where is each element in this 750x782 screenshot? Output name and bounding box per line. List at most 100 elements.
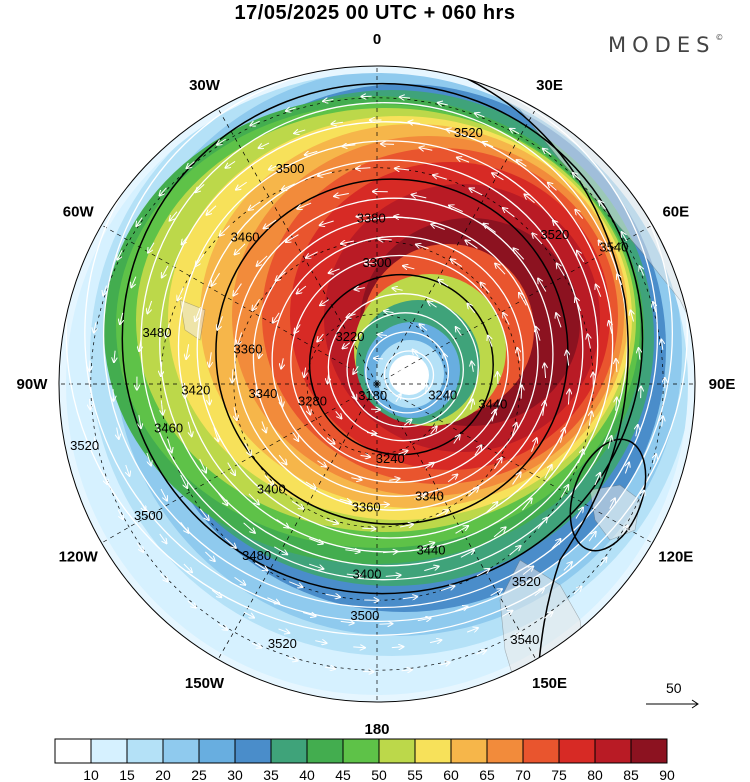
wind-arrow [395, 394, 401, 403]
wind-arrow [139, 500, 145, 511]
wind-arrow [199, 458, 206, 473]
wind-arrow [492, 410, 495, 422]
wind-arrow [187, 600, 196, 608]
wind-arrow [315, 641, 326, 643]
wind-arrow [596, 285, 602, 297]
contour-label: 3500 [276, 161, 305, 176]
wind-arrow [389, 478, 399, 480]
wind-arrow [276, 519, 289, 528]
wind-arrow [324, 667, 335, 669]
wind-arrow [209, 352, 211, 366]
wind-arrow [374, 358, 383, 359]
height-contour [234, 197, 554, 511]
wind-arrow [429, 640, 441, 643]
wind-arrow [264, 475, 274, 485]
wind-arrow [616, 398, 617, 411]
colorbar-box [594, 738, 632, 764]
wind-arrow [294, 130, 306, 133]
wind-arrow [474, 445, 481, 456]
wind-arrow [180, 522, 189, 532]
height-contour [365, 331, 450, 414]
wind-arrow [553, 221, 562, 231]
wind-arrow [235, 243, 246, 255]
contour-label: 3460 [154, 420, 183, 435]
colorbar-tick-label: 15 [119, 767, 135, 782]
wind-arrow [653, 302, 656, 313]
wind-arrow [257, 255, 268, 266]
contour-label: 3480 [242, 548, 271, 563]
wind-arrow [89, 360, 90, 371]
speed-band [389, 355, 429, 395]
contour-label: 3440 [478, 396, 507, 411]
colorbar-tick-label: 30 [227, 767, 243, 782]
wind-arrow [220, 225, 231, 235]
contour-label: 3400 [353, 567, 382, 582]
wind-arrow [273, 312, 280, 323]
colorbar: 10 15 20 25 30 35 40 45 50 55 60 65 70 75 80 85 90 [54, 738, 675, 782]
colorbar-box [54, 738, 92, 764]
wind-arrow [577, 449, 583, 464]
wind-arrow [249, 201, 261, 210]
wind-arrow [218, 623, 228, 630]
height-contour [419, 66, 629, 701]
wind-arrow [631, 310, 634, 322]
wind-arrow [207, 205, 217, 215]
wind-arrow [278, 454, 286, 464]
wind-arrow [352, 391, 356, 399]
wind-arrow [170, 211, 178, 221]
wind-arrow [188, 421, 192, 437]
colorbar-box [378, 738, 416, 764]
contour-label: 3540 [510, 632, 539, 647]
colorbar-tick-label: 25 [191, 767, 207, 782]
wind-arrow [94, 322, 96, 333]
wind-arrow [161, 400, 163, 414]
contour-label: 3380 [357, 211, 386, 226]
wind-arrow [104, 474, 107, 484]
wind-vectors [89, 96, 664, 672]
longitude-label: 150W [185, 675, 225, 692]
wind-arrow [400, 97, 411, 98]
longitude-label: 30W [189, 77, 221, 94]
longitude-label: 0 [373, 31, 381, 48]
colorbar-tick-label: 10 [83, 767, 99, 782]
wind-arrow [291, 501, 303, 508]
wind-arrow [195, 306, 201, 321]
meridian-line [376, 383, 653, 544]
wind-arrow [292, 431, 299, 441]
wind-arrow [395, 168, 410, 170]
wind-arrow [334, 194, 349, 197]
wind-arrow [371, 409, 380, 410]
wind-arrow [563, 562, 572, 571]
wind-arrow [559, 428, 564, 443]
wind-arrow [305, 151, 318, 155]
height-contour [383, 350, 435, 400]
wind-arrow [340, 621, 354, 623]
wind-arrow [360, 455, 371, 457]
wind-arrow [420, 543, 434, 548]
wind-arrow [521, 385, 522, 399]
wind-arrow [307, 405, 310, 414]
colorbar-tick-label: 65 [479, 767, 495, 782]
wind-arrow [424, 566, 438, 572]
wind-arrow [412, 195, 427, 198]
wind-arrow [254, 562, 267, 571]
contour-label: 3480 [143, 325, 172, 340]
wind-arrow [318, 172, 333, 175]
contour-label: 3180 [358, 388, 387, 403]
wind-arrow [196, 184, 205, 192]
height-contour [290, 254, 509, 470]
wind-arrow [325, 594, 340, 597]
wind-arrow [282, 183, 296, 190]
colorbar-box [342, 738, 380, 764]
latitude-circle [90, 97, 664, 671]
wind-arrow [575, 508, 583, 519]
contour-label: 3460 [231, 229, 260, 244]
wind-arrow [573, 173, 581, 181]
wind-arrow [532, 233, 543, 245]
contour-label: 3300 [363, 255, 392, 270]
meridian-line [376, 108, 537, 385]
wind-arrow [457, 157, 470, 163]
wind-arrow [599, 558, 606, 567]
wind-arrow [351, 478, 361, 480]
wind-arrow [431, 224, 445, 230]
